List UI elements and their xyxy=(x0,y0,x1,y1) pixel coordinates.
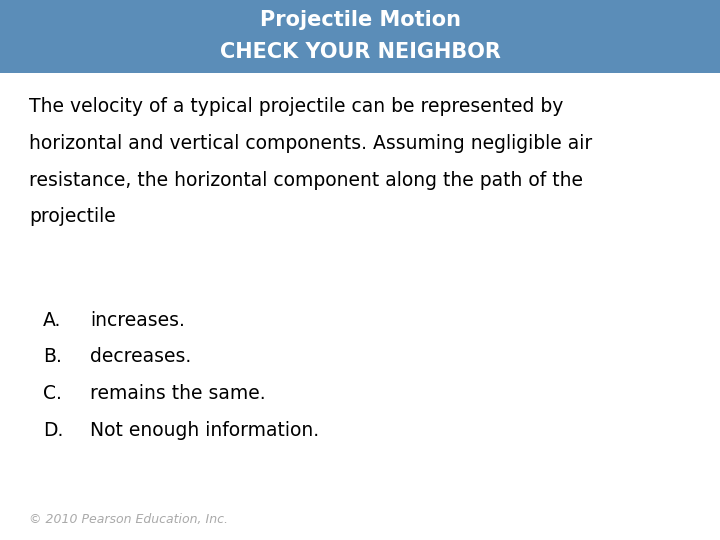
Text: decreases.: decreases. xyxy=(90,347,192,366)
Text: D.: D. xyxy=(43,421,63,440)
Text: projectile: projectile xyxy=(29,207,115,226)
Text: Not enough information.: Not enough information. xyxy=(90,421,319,440)
Text: CHECK YOUR NEIGHBOR: CHECK YOUR NEIGHBOR xyxy=(220,43,500,63)
Bar xyxy=(0,0,720,73)
Text: B.: B. xyxy=(43,347,62,366)
Text: © 2010 Pearson Education, Inc.: © 2010 Pearson Education, Inc. xyxy=(29,514,228,526)
Text: increases.: increases. xyxy=(90,310,185,329)
Text: The velocity of a typical projectile can be represented by: The velocity of a typical projectile can… xyxy=(29,97,563,116)
Text: Projectile Motion: Projectile Motion xyxy=(259,10,461,30)
Text: remains the same.: remains the same. xyxy=(90,384,266,403)
Text: horizontal and vertical components. Assuming negligible air: horizontal and vertical components. Assu… xyxy=(29,134,592,153)
Text: resistance, the horizontal component along the path of the: resistance, the horizontal component alo… xyxy=(29,171,582,190)
Text: C.: C. xyxy=(43,384,62,403)
Text: A.: A. xyxy=(43,310,62,329)
